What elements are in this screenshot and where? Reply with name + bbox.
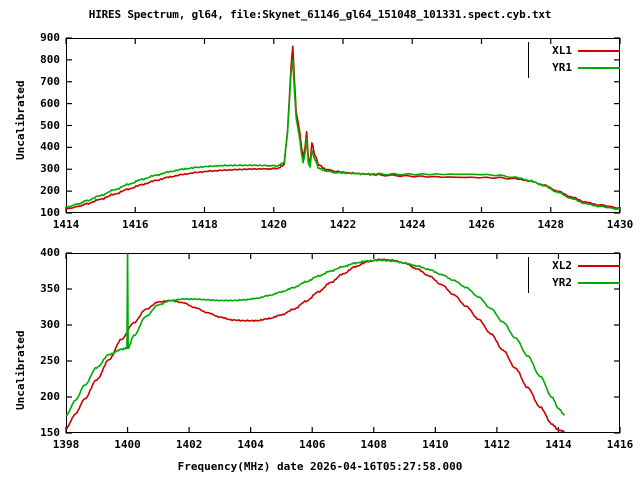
legend-item-xl1: XL1 <box>529 42 620 59</box>
ytick-label: 100 <box>40 206 60 219</box>
xtick-label: 1426 <box>468 218 495 231</box>
legend-label-yr1: YR1 <box>552 61 572 74</box>
ytick-label: 300 <box>40 318 60 331</box>
legend-label-yr2: YR2 <box>552 276 572 289</box>
ytick-label: 200 <box>40 184 60 198</box>
series-line-xl2 <box>66 258 565 433</box>
xtick-label: 1418 <box>191 218 218 231</box>
xtick-label: 1416 <box>122 218 149 231</box>
xtick-label: 1406 <box>298 438 326 451</box>
xtick-label: 1408 <box>360 438 388 451</box>
bottom-panel-canvas <box>65 252 621 434</box>
series-line-yr2 <box>66 253 565 417</box>
legend-swatch-yr2 <box>578 281 620 284</box>
ytick-label: 350 <box>40 282 60 295</box>
xtick-label: 1414 <box>52 218 80 231</box>
xtick-label: 1398 <box>52 438 80 451</box>
legend-swatch-yr1 <box>578 66 620 69</box>
xtick-label: 1416 <box>606 438 634 451</box>
top-panel: Uncalibrated XL1 YR1 900 800 700 600 500 400 3… <box>0 0 640 235</box>
ytick-label: 400 <box>40 246 60 259</box>
ytick-label: 250 <box>40 354 60 367</box>
ytick-label: 300 <box>40 162 60 176</box>
xtick-label: 1428 <box>537 218 565 231</box>
legend-item-yr1: YR1 <box>529 59 620 76</box>
page-title: HIRES Spectrum, gl64, file:Skynet_61146_… <box>88 8 552 21</box>
xtick-label: 1424 <box>399 218 426 231</box>
ytick-label: 400 <box>40 140 60 154</box>
xtick-label: 1422 <box>329 218 357 231</box>
xtick-label: 1404 <box>237 438 264 451</box>
bottom-panel-legend: XL2 YR2 <box>528 257 620 293</box>
xaxis-label: Frequency(MHz) date 2026-04-16T05:27:58.… <box>177 460 463 473</box>
ytick-label: 500 <box>40 118 60 132</box>
xtick-label: 1400 <box>114 438 141 451</box>
legend-item-xl2: XL2 <box>529 257 620 274</box>
xtick-label: 1412 <box>483 438 511 451</box>
xtick-label: 1402 <box>175 438 203 451</box>
bottom-panel-frame <box>66 253 620 433</box>
legend-label-xl2: XL2 <box>552 259 572 272</box>
legend-label-xl1: XL1 <box>552 44 572 57</box>
ytick-label: 200 <box>40 390 60 403</box>
legend-item-yr2: YR2 <box>529 274 620 291</box>
ytick-label: 900 <box>40 31 60 44</box>
ytick-label: 700 <box>40 74 60 88</box>
legend-swatch-xl2 <box>578 264 620 267</box>
top-panel-legend: XL1 YR1 <box>528 42 620 78</box>
xtick-label: 1414 <box>545 438 572 451</box>
ytick-label: 600 <box>40 96 60 110</box>
ytick-label: 150 <box>40 426 60 439</box>
xtick-label: 1410 <box>422 438 449 451</box>
series-line-yr1 <box>66 59 620 210</box>
xtick-label: 1420 <box>260 218 288 231</box>
xtick-label: 1430 <box>606 218 634 231</box>
top-panel-canvas <box>65 37 621 214</box>
legend-swatch-xl1 <box>578 49 620 52</box>
ytick-label: 800 <box>40 52 60 66</box>
bottom-panel: Uncalibrated XL2 YR2 400 350 300 250 200 150 … <box>0 235 640 480</box>
